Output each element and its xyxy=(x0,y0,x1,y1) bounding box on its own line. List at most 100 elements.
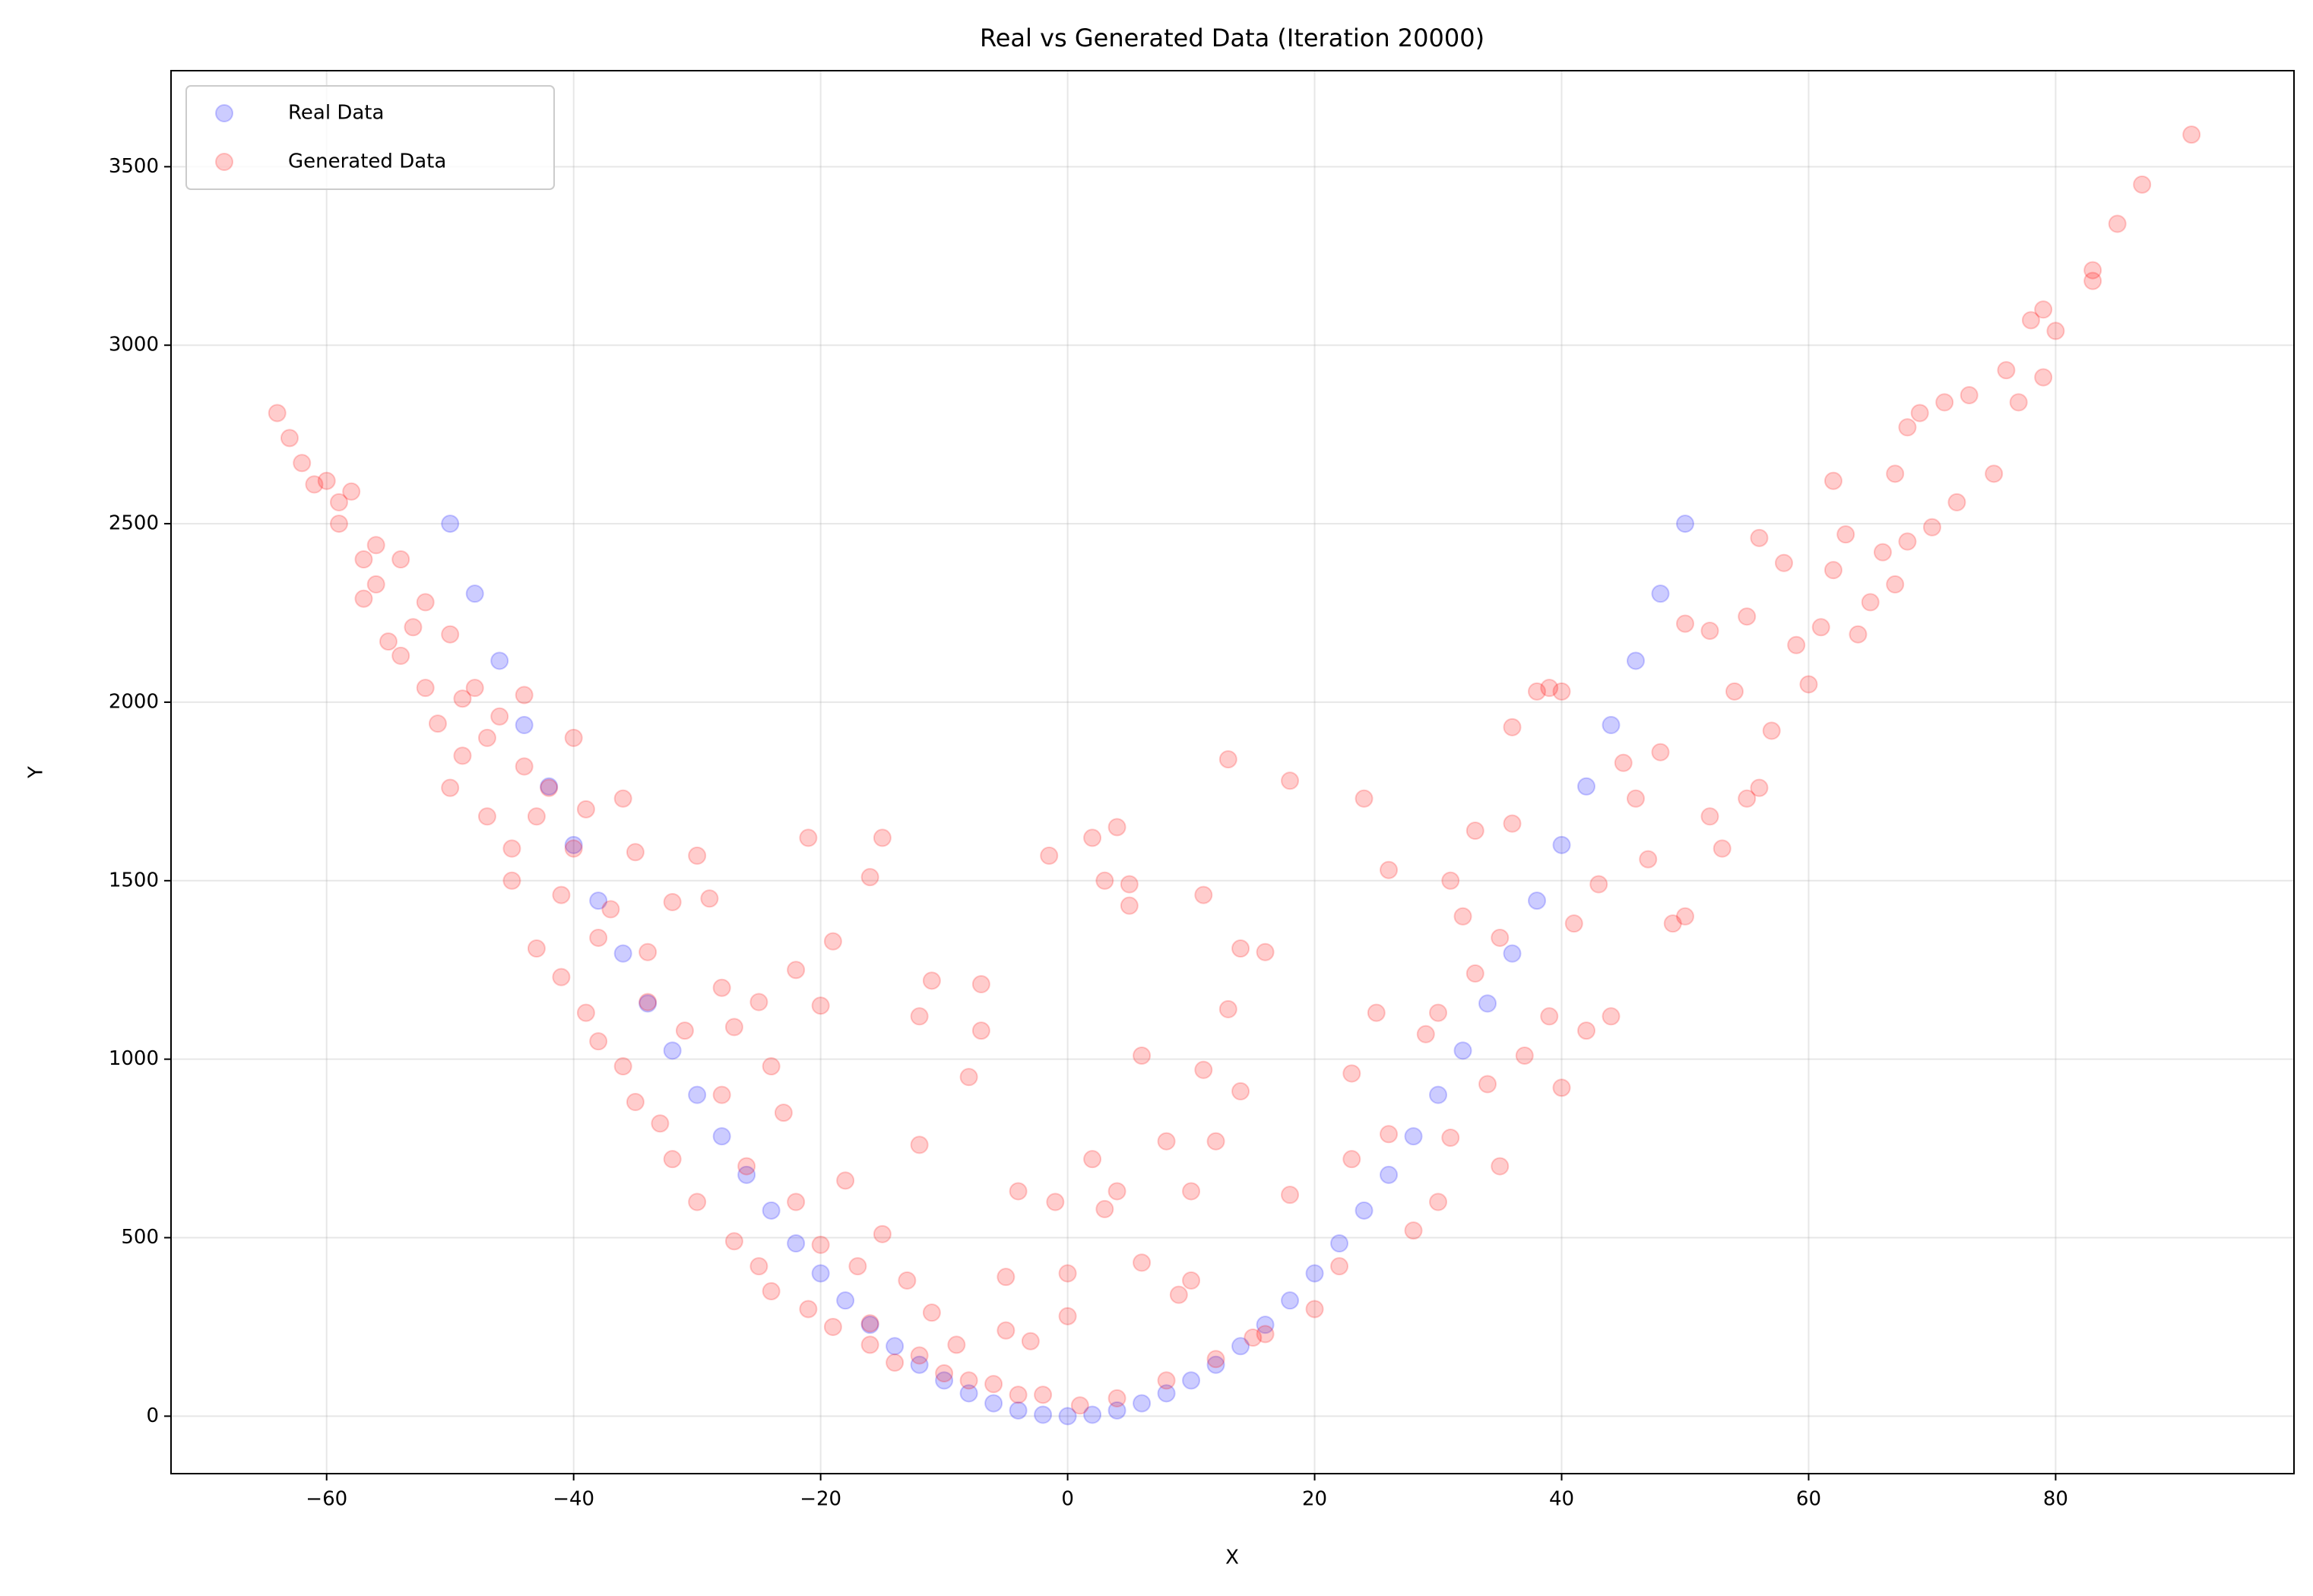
point xyxy=(860,868,879,887)
point xyxy=(564,835,583,854)
point xyxy=(453,746,472,765)
point xyxy=(1380,860,1399,879)
point xyxy=(638,994,657,1013)
point xyxy=(589,1032,608,1051)
point xyxy=(1997,361,2016,380)
y-tick-label: 2000 xyxy=(109,690,159,713)
point xyxy=(1218,999,1237,1018)
point xyxy=(1194,1060,1213,1079)
point xyxy=(1725,682,1744,701)
point xyxy=(724,1018,743,1037)
y-tick-label: 1000 xyxy=(109,1047,159,1070)
point xyxy=(1675,907,1694,926)
point xyxy=(959,1371,978,1390)
point xyxy=(540,778,559,797)
point xyxy=(910,1007,929,1026)
point xyxy=(1651,584,1670,603)
point xyxy=(613,789,632,808)
legend-marker xyxy=(215,104,233,122)
point xyxy=(1040,846,1059,865)
point xyxy=(1491,928,1510,947)
point xyxy=(886,1353,905,1372)
point xyxy=(1169,1285,1188,1304)
point xyxy=(527,807,546,826)
point xyxy=(1009,1182,1028,1201)
point xyxy=(1231,1337,1250,1356)
x-tick-label: 80 xyxy=(2043,1488,2068,1511)
x-tick-label: −20 xyxy=(800,1488,841,1511)
point xyxy=(626,1093,645,1112)
point xyxy=(1910,404,1929,423)
point xyxy=(1380,1125,1399,1144)
point xyxy=(971,975,990,994)
point xyxy=(1453,1041,1472,1060)
point xyxy=(1281,771,1300,790)
point xyxy=(675,1021,694,1040)
point xyxy=(823,1317,842,1336)
point xyxy=(1046,1192,1065,1211)
point xyxy=(576,1003,595,1022)
point xyxy=(762,1201,781,1220)
point xyxy=(1602,715,1621,734)
point xyxy=(1034,1405,1053,1424)
point xyxy=(1021,1332,1040,1351)
point xyxy=(441,625,460,644)
point xyxy=(1762,721,1781,740)
point xyxy=(638,942,657,961)
point xyxy=(700,889,719,908)
point xyxy=(774,1104,793,1123)
point xyxy=(1503,944,1522,963)
point xyxy=(1231,1081,1250,1100)
point xyxy=(1133,1394,1152,1413)
point xyxy=(1281,1186,1300,1205)
point xyxy=(428,714,447,733)
point xyxy=(1058,1264,1077,1283)
point xyxy=(576,800,595,819)
point xyxy=(1404,1127,1423,1146)
point xyxy=(1886,575,1905,594)
series xyxy=(268,125,2201,1415)
point xyxy=(1787,635,1806,654)
point xyxy=(787,1234,806,1253)
y-tick-label: 1500 xyxy=(109,869,159,891)
point xyxy=(1491,1157,1510,1176)
point xyxy=(1947,492,1966,511)
point xyxy=(502,871,521,890)
point xyxy=(1194,885,1213,904)
point xyxy=(280,429,299,448)
point xyxy=(613,1057,632,1076)
point xyxy=(638,993,657,1012)
point xyxy=(959,1384,978,1403)
point xyxy=(1305,1300,1324,1319)
point xyxy=(1589,875,1608,894)
y-tick-label: 3000 xyxy=(109,334,159,356)
point xyxy=(971,1021,990,1040)
point xyxy=(1465,964,1484,983)
point xyxy=(1540,1007,1559,1026)
point xyxy=(1935,393,1954,412)
point xyxy=(1738,789,1757,808)
point xyxy=(366,536,385,555)
point xyxy=(2182,125,2201,144)
point xyxy=(811,1235,830,1254)
point xyxy=(465,584,484,603)
point xyxy=(391,646,410,665)
point xyxy=(1626,789,1645,808)
point xyxy=(836,1291,855,1310)
point xyxy=(996,1268,1016,1287)
point xyxy=(1552,1078,1571,1097)
point xyxy=(1700,807,1719,826)
point xyxy=(2133,175,2152,194)
point xyxy=(787,961,806,980)
point xyxy=(712,978,731,997)
y-axis-label: Y xyxy=(25,766,48,779)
point xyxy=(959,1068,978,1087)
point xyxy=(1639,850,1658,869)
point xyxy=(1058,1306,1077,1325)
point xyxy=(1700,621,1719,640)
point xyxy=(342,482,361,501)
point xyxy=(626,843,645,862)
point xyxy=(379,632,398,651)
point xyxy=(1528,891,1547,910)
point xyxy=(873,1224,892,1243)
